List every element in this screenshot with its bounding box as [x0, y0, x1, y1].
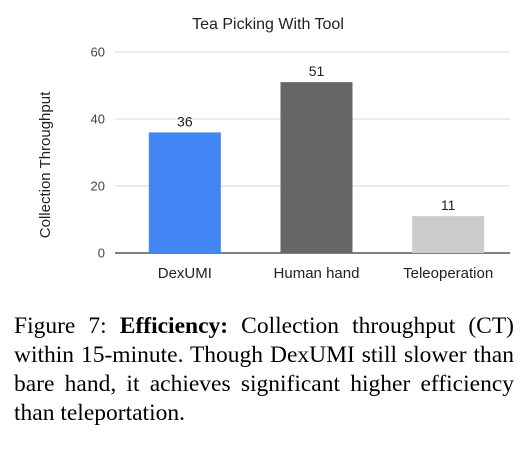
- bars: [148, 82, 485, 254]
- y-tick-labels: 0 20 40 60: [91, 45, 105, 261]
- caption-bold: Efficiency:: [119, 313, 229, 339]
- y-axis-label: Collection Throughput: [37, 91, 54, 238]
- bar: [412, 216, 485, 253]
- category-label: DexUMI: [158, 265, 212, 282]
- data-labels: 36 51 11: [177, 63, 456, 213]
- y-tick-label: 40: [91, 112, 105, 127]
- y-tick-label: 60: [91, 45, 105, 60]
- chart-title: Tea Picking With Tool: [192, 16, 344, 33]
- caption-text: Collection throughput (CT) within 15-min…: [14, 313, 514, 426]
- figure-caption: Figure 7: Efficiency: Collection through…: [14, 312, 514, 428]
- bar: [280, 82, 353, 254]
- data-label: 11: [441, 197, 456, 213]
- data-label: 36: [177, 113, 193, 129]
- category-label: Human hand: [274, 265, 360, 282]
- caption-label: Figure 7:: [14, 313, 107, 339]
- bar: [148, 132, 221, 253]
- category-labels: DexUMI Human hand Teleoperation: [158, 265, 493, 282]
- y-tick-label: 20: [91, 179, 105, 194]
- y-tick-label: 0: [98, 246, 105, 261]
- data-label: 51: [309, 63, 325, 79]
- bar-chart: Tea Picking With Tool Collection Through…: [37, 16, 510, 282]
- category-label: Teleoperation: [403, 265, 493, 282]
